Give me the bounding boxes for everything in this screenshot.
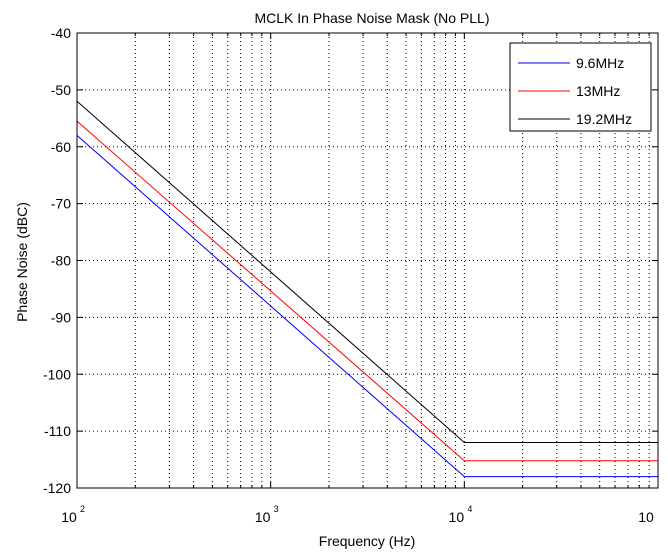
legend-label: 19.2MHz: [576, 111, 632, 127]
legend-label: 9.6MHz: [576, 55, 624, 71]
x-tick-label: 10: [638, 509, 654, 525]
series-line: [76, 100, 658, 443]
x-tick-exponent: 4: [467, 504, 472, 514]
series-line: [76, 134, 658, 478]
y-tick-label: -40: [51, 25, 71, 41]
x-axis-label: Frequency (Hz): [319, 533, 415, 549]
chart-title: MCLK In Phase Noise Mask (No PLL): [255, 10, 490, 26]
x-tick-label: 10: [255, 509, 271, 525]
y-tick-label: -90: [51, 309, 71, 325]
y-tick-label: -70: [51, 196, 71, 212]
legend-box: [509, 42, 652, 132]
y-tick-label: -60: [51, 139, 71, 155]
y-axis-label: Phase Noise (dBC): [14, 202, 30, 322]
x-tick-exponent: 2: [80, 504, 85, 514]
series-group: [76, 100, 658, 478]
y-tick-label: -120: [43, 480, 71, 496]
y-tick-label: -110: [44, 423, 71, 439]
grid: [77, 33, 658, 488]
legend: 9.6MHz 13MHz 19.2MHz: [509, 42, 652, 132]
x-tick-label: 10: [449, 509, 465, 525]
legend-label: 13MHz: [576, 83, 620, 99]
series-line: [76, 120, 658, 462]
y-tick-labels: -40 -50 -60 -70 -80 -90 -100 -110 -120: [43, 25, 71, 496]
x-tick-exponent: 3: [274, 504, 279, 514]
x-tick-labels: 10 2 10 3 10 4 10: [61, 504, 654, 525]
x-tick-label: 10: [61, 509, 77, 525]
y-tick-label: -50: [51, 82, 71, 98]
y-tick-label: -100: [43, 366, 71, 382]
tick-marks: [76, 32, 658, 489]
y-tick-label: -80: [51, 253, 71, 269]
